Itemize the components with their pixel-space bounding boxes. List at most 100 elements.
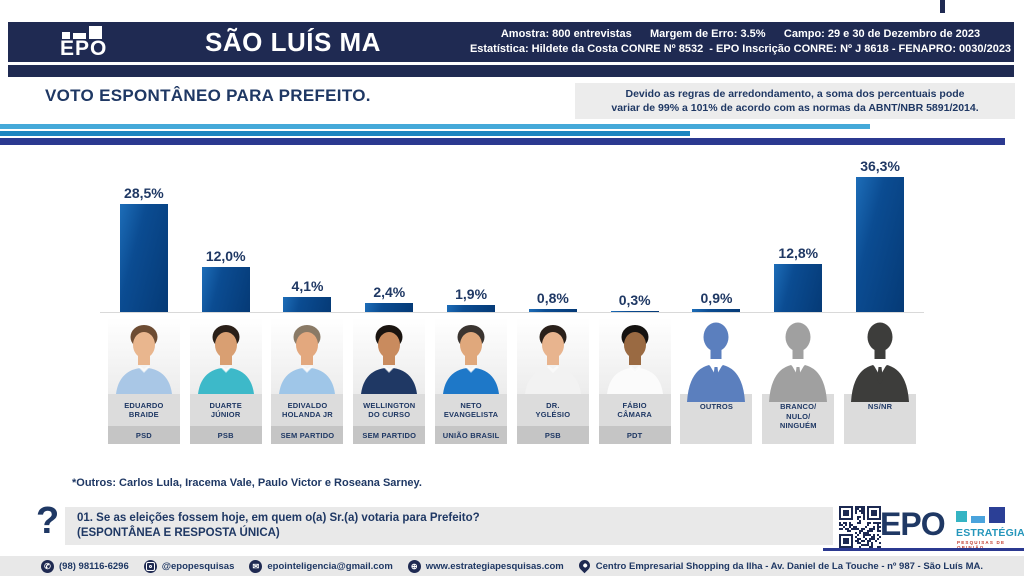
- candidate-card: DUARTE JÚNIOR PSB: [189, 318, 262, 444]
- chart-column: 28,5% EDUARDO BRAIDE PSD: [103, 158, 185, 444]
- bar: [119, 204, 168, 312]
- divider-stripe-medium: [0, 131, 690, 136]
- bar: [283, 296, 332, 312]
- bar-value-label: 4,1%: [291, 277, 324, 294]
- candidate-name: DUARTE JÚNIOR: [189, 394, 262, 426]
- epo-estrategia-logo: EPO ESTRATÉGIA PESQUISAS DE OPINIÃO: [880, 504, 1024, 550]
- footer-bar: ✆ (98) 98116-6296 @epopesquisas ✉ epoint…: [0, 556, 1024, 576]
- chart-column: 0,3% FÁBIO CÂMARA PDT: [594, 158, 676, 444]
- bar-value-label: 36,3%: [860, 158, 900, 174]
- candidate-name: NETO EVANGELISTA: [435, 394, 508, 426]
- bar-chart: 28,5% EDUARDO BRAIDE PSD 12,0% DUARTE JÚNI…: [103, 158, 921, 444]
- candidate-photo: [435, 318, 508, 394]
- candidate-party: PSD: [107, 426, 180, 444]
- header-band: EPO SÃO LUÍS MA Amostra: 800 entrevistas…: [8, 22, 1014, 62]
- globe-icon: ⊕: [407, 559, 421, 573]
- brand-estrategia-text: ESTRATÉGIA: [956, 527, 1024, 539]
- footer-item: Centro Empresarial Shopping da Ilha - Av…: [576, 557, 983, 573]
- chart-column: 36,3% NS/NR: [839, 158, 921, 444]
- stats-line1: Amostra: 800 entrevistas Margem de Erro:…: [500, 28, 981, 40]
- rounding-note-line2: variar de 99% a 101% de acordo com as no…: [611, 102, 979, 114]
- candidate-photo: [516, 318, 589, 394]
- divider-stripe-dark: [0, 138, 1005, 145]
- chart-baseline: [100, 312, 924, 313]
- candidate-photo: [598, 318, 671, 394]
- candidate-name: DR. YGLÉSIO: [516, 394, 589, 426]
- footer-item-text: Centro Empresarial Shopping da Ilha - Av…: [595, 560, 983, 572]
- brand-tagline: PESQUISAS DE OPINIÃO: [957, 540, 1006, 550]
- footer-item: @epopesquisas: [143, 559, 234, 573]
- candidate-card: WELLINGTON DO CURSO SEM PARTIDO: [353, 318, 426, 444]
- candidate-name: EDUARDO BRAIDE: [107, 394, 180, 426]
- candidate-card: OUTROS: [680, 318, 753, 444]
- header-substrip: [8, 65, 1014, 77]
- bar: [447, 304, 496, 312]
- location-icon: [576, 557, 593, 573]
- bar: [365, 302, 414, 312]
- instagram-icon: [143, 559, 157, 573]
- candidate-photo: [107, 318, 180, 394]
- stats-line2: Estatística: Hildete da Costa CONRE Nº 8…: [469, 43, 1012, 55]
- chart-column: 0,8% DR. YGLÉSIO PSB: [512, 158, 594, 444]
- candidate-photo: [353, 318, 426, 394]
- bar: [856, 177, 905, 312]
- candidate-photo: [271, 318, 344, 394]
- bar: [201, 266, 250, 312]
- chart-column: 1,9% NETO EVANGELISTA UNIÃO BRASIL: [430, 158, 512, 444]
- bar-value-label: 0,9%: [700, 289, 733, 306]
- candidate-card: BRANCO/NULO/NINGUÉM: [762, 318, 835, 444]
- candidate-name: WELLINGTON DO CURSO: [353, 394, 426, 426]
- chart-column: 4,1% EDIVALDO HOLANDA JR SEM PARTIDO: [267, 158, 349, 444]
- bar-value-label: 12,0%: [205, 247, 246, 264]
- candidate-party: PSB: [189, 426, 262, 444]
- email-icon: ✉: [249, 559, 263, 573]
- epo-logo: EPO: [60, 26, 120, 59]
- candidate-name: BRANCO/NULO/NINGUÉM: [762, 394, 835, 444]
- chart-column: 2,4% WELLINGTON DO CURSO SEM PARTIDO: [348, 158, 430, 444]
- others-footnote: *Outros: Carlos Lula, Iracema Vale, Paul…: [72, 477, 422, 489]
- chart-column: 12,0% DUARTE JÚNIOR PSB: [185, 158, 267, 444]
- epo-logo-text: EPO: [60, 37, 108, 60]
- candidate-card: NS/NR: [844, 318, 917, 444]
- question-line1: 01. Se as eleições fossem hoje, em quem …: [77, 512, 480, 524]
- question-box: 01. Se as eleições fossem hoje, em quem …: [65, 507, 833, 545]
- question-line2: (ESPONTÂNEA E RESPOSTA ÚNICA): [77, 527, 280, 539]
- qr-code: [839, 506, 881, 548]
- survey-stats: Amostra: 800 entrevistas Margem de Erro:…: [468, 22, 1013, 62]
- candidate-party: PSB: [516, 426, 589, 444]
- footer-item-text: epointeligencia@gmail.com: [267, 560, 393, 572]
- candidate-name: EDIVALDO HOLANDA JR: [271, 394, 344, 426]
- bar-value-label: 12,8%: [778, 244, 819, 261]
- divider-stripe-light: [0, 124, 870, 129]
- phone-icon: ✆: [41, 559, 54, 573]
- candidate-party: SEM PARTIDO: [353, 426, 426, 444]
- brand-square-teal: [956, 511, 967, 522]
- candidate-party: UNIÃO BRASIL: [435, 426, 508, 444]
- candidate-name: OUTROS: [680, 394, 753, 444]
- footer-item: ⊕ www.estrategiapesquisas.com: [407, 559, 564, 573]
- candidate-party: SEM PARTIDO: [271, 426, 344, 444]
- question-mark-icon: ?: [36, 500, 60, 542]
- footer-item-text: www.estrategiapesquisas.com: [425, 560, 564, 572]
- brand-square-navy: [989, 507, 1005, 523]
- bar: [692, 308, 741, 312]
- chart-column: 12,8% BRANCO/NULO/NINGUÉM: [757, 158, 839, 444]
- bar: [610, 310, 659, 312]
- brand-epo-text: EPO: [880, 506, 946, 542]
- rounding-note: Devido as regras de arredondamento, a so…: [575, 83, 1015, 119]
- bar: [528, 308, 577, 312]
- footer-item-text: (98) 98116-6296: [59, 560, 129, 572]
- city-title: SÃO LUÍS MA: [205, 26, 381, 57]
- bar-value-label: 2,4%: [373, 283, 406, 300]
- chart-column: 0,9% OUTROS: [676, 158, 758, 444]
- bar-value-label: 28,5%: [124, 185, 164, 202]
- bar-value-label: 0,8%: [536, 289, 569, 306]
- brand-square-lightblue: [971, 516, 985, 523]
- candidate-name: NS/NR: [844, 394, 917, 444]
- epo-logo-bars-icon: [62, 26, 120, 39]
- candidate-card: DR. YGLÉSIO PSB: [516, 318, 589, 444]
- candidate-party: PDT: [598, 426, 671, 444]
- bar: [774, 263, 823, 312]
- candidate-card: EDUARDO BRAIDE PSD: [107, 318, 180, 444]
